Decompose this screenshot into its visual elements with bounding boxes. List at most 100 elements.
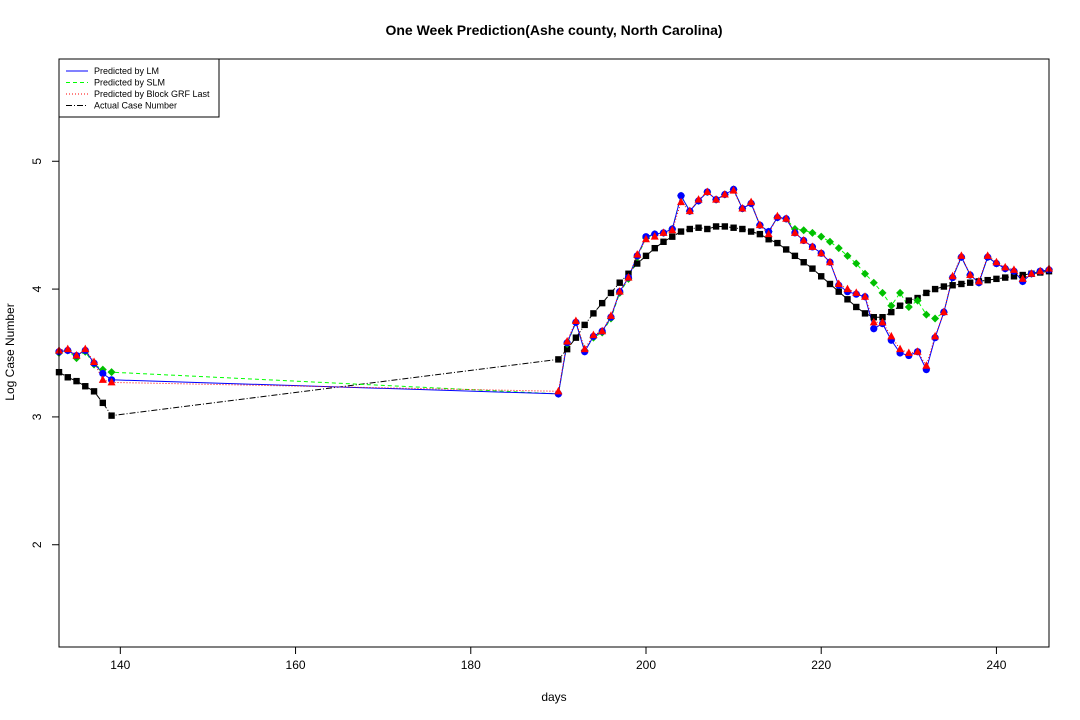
data-point-square: [82, 383, 89, 390]
data-point-triangle: [720, 189, 729, 198]
data-point-square: [99, 399, 107, 407]
data-point-square: [581, 321, 588, 329]
data-point-triangle: [834, 279, 843, 287]
data-point-diamond: [922, 310, 931, 319]
data-point-triangle: [729, 186, 738, 194]
data-point-square: [958, 280, 965, 288]
data-point-triangle: [878, 317, 887, 326]
data-point-triangle: [852, 288, 861, 296]
data-point-triangle: [808, 242, 817, 250]
data-point-triangle: [861, 292, 870, 300]
data-point-square: [765, 236, 772, 243]
data-point-square: [870, 314, 877, 321]
data-point-diamond: [843, 251, 852, 260]
data-point-square: [782, 246, 790, 253]
data-point-square: [572, 334, 580, 341]
series-line-triangle: [58, 190, 1050, 392]
plot-area: 140 160 180 200 220 240 2 3 4 5: [30, 158, 1053, 672]
data-point-square: [108, 412, 115, 419]
data-point-triangle: [1036, 266, 1045, 275]
data-point-square: [64, 374, 71, 381]
data-point-square: [879, 314, 886, 321]
series-line-circle: [58, 188, 1050, 395]
legend-label: Predicted by SLM: [94, 78, 165, 88]
data-point-square: [993, 275, 1000, 283]
data-point-triangle: [624, 273, 633, 281]
data-point-square: [669, 233, 676, 240]
data-point-square: [835, 288, 842, 295]
legend-box: [58, 58, 220, 118]
data-point-square: [73, 377, 80, 385]
data-point-square: [651, 244, 658, 252]
data-point-triangle: [677, 197, 686, 206]
data-point-triangle: [633, 250, 642, 258]
y-axis-label: Log Case Number: [3, 303, 17, 400]
data-point-square: [940, 283, 948, 290]
plot-frame: [58, 58, 1050, 648]
data-point-triangle: [98, 375, 107, 383]
y-tick-label: 4: [30, 285, 44, 292]
data-point-triangle: [615, 287, 624, 295]
data-point-circle: [870, 325, 878, 333]
data-point-diamond: [107, 368, 116, 377]
data-point-triangle: [922, 361, 931, 369]
data-point-triangle: [1009, 265, 1018, 273]
data-point-diamond: [878, 288, 887, 297]
data-point-diamond: [869, 278, 878, 287]
data-point-diamond: [887, 301, 896, 310]
data-point-triangle: [694, 195, 703, 203]
data-point-triangle: [983, 251, 992, 259]
data-point-square: [1001, 274, 1009, 281]
data-point-triangle: [598, 326, 607, 335]
data-point-triangle: [747, 197, 756, 206]
data-point-diamond: [799, 226, 808, 235]
data-point-square: [853, 303, 860, 311]
data-point-triangle: [1027, 269, 1036, 277]
data-point-triangle: [764, 229, 773, 238]
data-point-triangle: [869, 317, 878, 326]
data-point-diamond: [834, 244, 843, 253]
data-point-square: [826, 280, 834, 288]
data-point-square: [861, 310, 869, 317]
data-point-square: [966, 279, 974, 286]
data-point-triangle: [641, 234, 650, 243]
data-point-square: [1010, 273, 1018, 280]
data-point-triangle: [563, 336, 572, 345]
data-point-square: [555, 356, 562, 363]
data-point-square: [607, 289, 615, 297]
data-point-square: [791, 252, 799, 260]
data-point-triangle: [668, 225, 677, 234]
data-point-square: [800, 259, 807, 266]
data-point-square: [730, 224, 737, 231]
data-point-triangle: [790, 228, 799, 236]
data-point-triangle: [1001, 262, 1010, 271]
data-point-square: [563, 345, 571, 353]
data-point-square: [660, 238, 667, 245]
data-point-triangle: [580, 344, 589, 353]
y-tick-label: 5: [30, 158, 44, 165]
legend-label: Actual Case Number: [94, 101, 177, 111]
data-point-square: [721, 223, 729, 230]
data-point-square: [931, 285, 939, 293]
data-point-triangle: [1018, 274, 1027, 282]
data-point-triangle: [659, 228, 668, 236]
data-point-triangle: [931, 331, 940, 340]
data-point-triangle: [887, 331, 896, 340]
data-point-triangle: [939, 307, 948, 316]
data-point-triangle: [992, 257, 1001, 266]
y-tick-label: 2: [30, 541, 44, 548]
data-point-square: [598, 299, 606, 307]
legend: Predicted by LM Predicted by SLMPredicted…: [58, 58, 220, 118]
data-point-diamond: [825, 237, 834, 246]
data-point-square: [905, 297, 913, 304]
data-point-square: [756, 230, 764, 238]
data-point-square: [747, 228, 755, 235]
data-point-square: [695, 224, 702, 231]
data-point-triangle: [913, 347, 922, 355]
data-point-triangle: [843, 284, 852, 293]
data-point-square: [677, 228, 685, 235]
x-tick-label: 220: [811, 658, 831, 672]
data-point-triangle: [90, 357, 99, 365]
data-point-diamond: [896, 288, 905, 297]
